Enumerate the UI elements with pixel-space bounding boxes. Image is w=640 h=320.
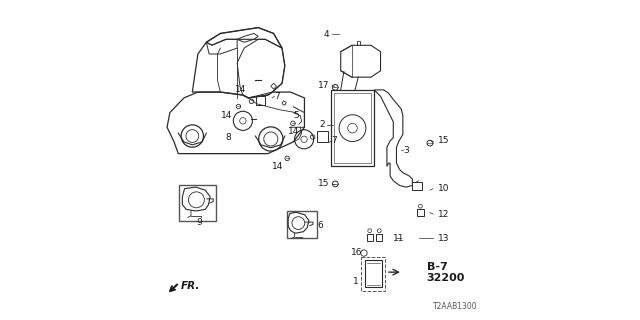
Text: 5: 5 <box>294 111 300 120</box>
Text: 14: 14 <box>288 127 300 136</box>
Text: FR.: FR. <box>180 281 200 291</box>
Text: 3: 3 <box>403 146 408 155</box>
Text: 8: 8 <box>225 133 231 142</box>
Text: 13: 13 <box>438 234 449 243</box>
Text: 10: 10 <box>438 184 449 193</box>
Text: 14: 14 <box>221 111 232 120</box>
Text: 12: 12 <box>438 210 449 219</box>
Text: 32200: 32200 <box>427 273 465 283</box>
Text: 11: 11 <box>394 234 404 243</box>
Text: 15: 15 <box>318 180 330 188</box>
Text: 7: 7 <box>274 92 280 101</box>
Text: 17: 17 <box>318 81 330 90</box>
Text: 6: 6 <box>317 221 323 230</box>
Text: 14: 14 <box>272 162 284 171</box>
Text: 1: 1 <box>353 276 358 285</box>
Text: 14: 14 <box>235 85 246 94</box>
Text: 4: 4 <box>324 30 330 39</box>
Text: 15: 15 <box>438 136 449 145</box>
Text: B-7: B-7 <box>427 262 447 272</box>
Text: T2AAB1300: T2AAB1300 <box>433 302 477 311</box>
Text: 9: 9 <box>196 218 202 227</box>
Text: 7: 7 <box>331 136 337 145</box>
Text: 2: 2 <box>319 120 324 130</box>
Text: 16: 16 <box>351 248 362 257</box>
